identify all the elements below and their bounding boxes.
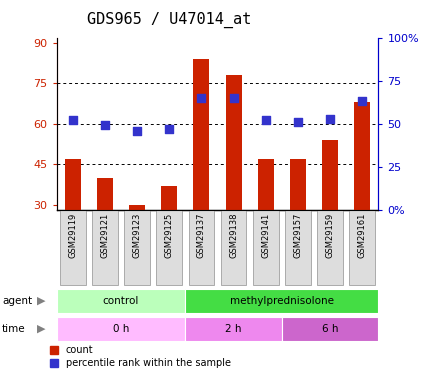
FancyBboxPatch shape: [316, 210, 342, 285]
Text: GSM29137: GSM29137: [197, 212, 205, 258]
Bar: [289, 159, 305, 210]
Bar: [65, 159, 81, 210]
Text: GSM29125: GSM29125: [164, 212, 173, 258]
FancyBboxPatch shape: [252, 210, 278, 285]
Legend: count, percentile rank within the sample: count, percentile rank within the sample: [48, 344, 232, 370]
Text: ▶: ▶: [37, 324, 46, 334]
Bar: [161, 186, 177, 210]
FancyBboxPatch shape: [185, 317, 281, 341]
Point: [230, 95, 237, 101]
FancyBboxPatch shape: [56, 317, 185, 341]
Bar: [353, 102, 369, 210]
Text: GSM29138: GSM29138: [229, 212, 237, 258]
Bar: [257, 159, 273, 210]
FancyBboxPatch shape: [185, 289, 378, 313]
Point: [294, 119, 301, 125]
Text: methylprednisolone: methylprednisolone: [229, 296, 333, 306]
Text: GSM29157: GSM29157: [293, 212, 302, 258]
Text: 6 h: 6 h: [321, 324, 338, 334]
Text: GSM29141: GSM29141: [261, 212, 270, 258]
Point: [326, 116, 333, 122]
FancyBboxPatch shape: [349, 210, 375, 285]
Bar: [193, 59, 209, 210]
FancyBboxPatch shape: [92, 210, 118, 285]
Text: agent: agent: [2, 296, 32, 306]
Text: GSM29159: GSM29159: [325, 212, 334, 258]
Text: GDS965 / U47014_at: GDS965 / U47014_at: [87, 12, 251, 28]
Text: GSM29161: GSM29161: [357, 212, 366, 258]
Text: ▶: ▶: [37, 296, 46, 306]
Bar: [225, 75, 241, 210]
Text: GSM29123: GSM29123: [132, 212, 141, 258]
FancyBboxPatch shape: [59, 210, 85, 285]
FancyBboxPatch shape: [56, 289, 185, 313]
Text: control: control: [102, 296, 139, 306]
Point: [133, 128, 140, 134]
Bar: [97, 178, 113, 210]
FancyBboxPatch shape: [220, 210, 246, 285]
Text: GSM29121: GSM29121: [100, 212, 109, 258]
Bar: [128, 205, 145, 210]
Text: 2 h: 2 h: [225, 324, 241, 334]
FancyBboxPatch shape: [284, 210, 310, 285]
Point: [262, 117, 269, 123]
Text: time: time: [2, 324, 26, 334]
FancyBboxPatch shape: [281, 317, 378, 341]
FancyBboxPatch shape: [124, 210, 150, 285]
Text: GSM29119: GSM29119: [68, 212, 77, 258]
Point: [101, 123, 108, 129]
Point: [69, 117, 76, 123]
Bar: [321, 140, 338, 210]
FancyBboxPatch shape: [188, 210, 214, 285]
Text: 0 h: 0 h: [112, 324, 129, 334]
Point: [165, 126, 172, 132]
Point: [197, 95, 204, 101]
Point: [358, 98, 365, 104]
FancyBboxPatch shape: [156, 210, 182, 285]
